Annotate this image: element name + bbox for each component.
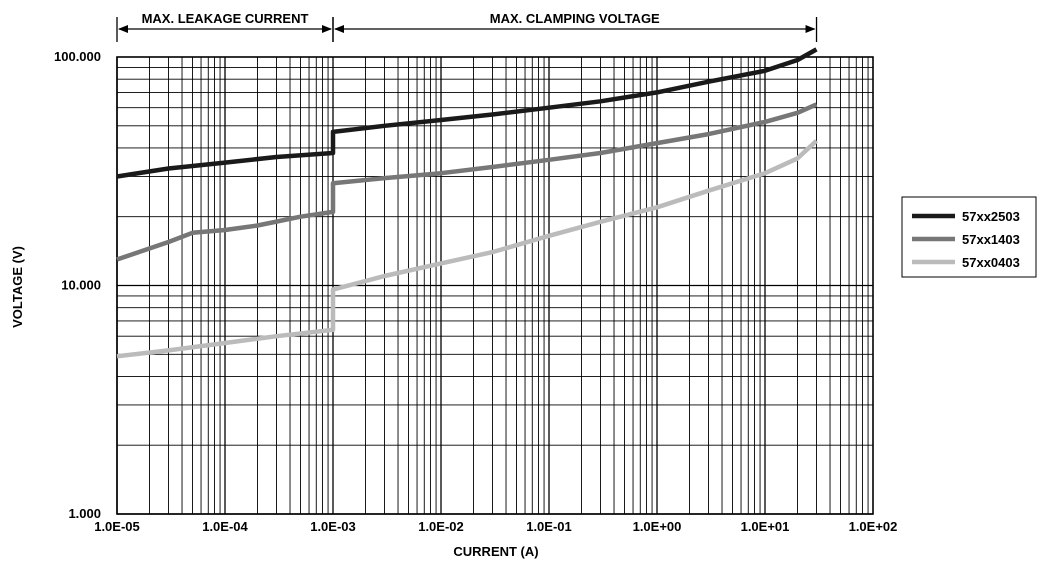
x-tick-label: 1.0E+02 <box>849 519 898 534</box>
region-label: MAX. LEAKAGE CURRENT <box>142 11 309 26</box>
y-tick-label: 10.000 <box>61 278 101 293</box>
legend-label: 57xx1403 <box>962 232 1020 247</box>
series-line-57xx0403 <box>116 139 819 359</box>
series-lines <box>116 47 819 359</box>
y-tick-label: 100.000 <box>54 49 101 64</box>
y-tick-labels: 1.000 10.000 100.000 <box>54 49 101 521</box>
x-tick-label: 1.0E-02 <box>418 519 464 534</box>
x-tick-label: 1.0E-01 <box>526 519 572 534</box>
x-tick-label: 1.0E-03 <box>310 519 356 534</box>
y-axis-label: VOLTAGE (V) <box>10 246 25 328</box>
arrow-right-icon <box>805 25 816 33</box>
arrow-left-icon <box>334 25 344 33</box>
x-axis-label: CURRENT (A) <box>453 544 538 559</box>
legend-label: 57xx2503 <box>962 209 1020 224</box>
region-label: MAX. CLAMPING VOLTAGE <box>490 11 660 26</box>
arrow-left-icon <box>118 25 128 33</box>
legend: 57xx2503 57xx1403 57xx0403 <box>901 196 1037 278</box>
x-tick-labels: 1.0E-05 1.0E-04 1.0E-03 1.0E-02 1.0E-01 1.0E+… <box>94 519 897 534</box>
region-label-bg <box>138 12 312 26</box>
region-annotations: MAX. LEAKAGE CURRENT MAX. CLAMPING VOLTAG… <box>116 11 818 42</box>
series-line-57xx2503 <box>116 47 818 179</box>
arrow-right-icon <box>322 25 332 33</box>
legend-label: 57xx0403 <box>962 255 1020 270</box>
x-tick-label: 1.0E+00 <box>633 519 682 534</box>
x-tick-label: 1.0E-05 <box>94 519 140 534</box>
grid <box>116 57 873 515</box>
x-tick-label: 1.0E+01 <box>741 519 790 534</box>
x-tick-label: 1.0E-04 <box>202 519 248 534</box>
plot-frame <box>116 56 874 515</box>
plot-border <box>116 56 874 515</box>
series-line-57xx1403 <box>116 102 818 262</box>
region-label-bg <box>483 12 666 26</box>
y-tick-label: 1.000 <box>68 506 101 521</box>
